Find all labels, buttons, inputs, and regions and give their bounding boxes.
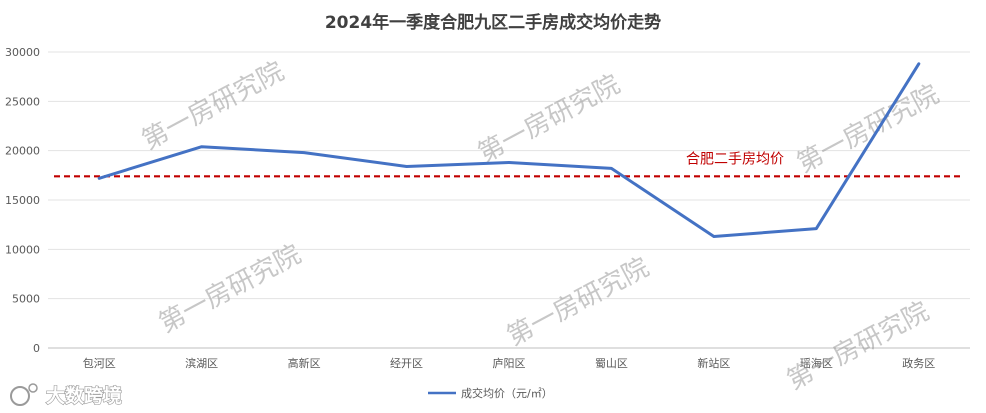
data-point xyxy=(405,165,408,168)
watermark: 第一房研究院 xyxy=(137,56,289,156)
legend: 成交均价（元/㎡） xyxy=(428,386,553,400)
x-tick-label: 蜀山区 xyxy=(595,357,628,370)
x-tick-label: 高新区 xyxy=(288,356,321,370)
watermark: 第一房研究院 xyxy=(502,252,654,352)
series-layer xyxy=(97,62,921,238)
y-tick-label: 20000 xyxy=(5,145,40,158)
y-tick-label: 30000 xyxy=(5,46,40,59)
watermark: 第一房研究院 xyxy=(473,69,625,169)
logo: 大数跨境 xyxy=(10,383,123,408)
x-tick-label: 政务区 xyxy=(902,356,935,370)
logo-icon xyxy=(10,383,38,406)
y-tick-label: 0 xyxy=(33,342,40,355)
data-point xyxy=(507,161,511,164)
data-point xyxy=(712,235,716,238)
y-tick-label: 5000 xyxy=(12,293,40,306)
x-tick-label: 滨湖区 xyxy=(185,356,218,370)
x-tick-label: 新站区 xyxy=(697,356,730,370)
reference-line-label: 合肥二手房均价 xyxy=(686,151,784,167)
watermark: 第一房研究院 xyxy=(792,79,944,179)
x-tick-label: 庐阳区 xyxy=(493,356,526,370)
logo-text: 大数跨境 xyxy=(46,384,122,407)
data-point xyxy=(815,227,818,230)
data-point xyxy=(200,145,203,148)
y-axis-ticks: 0 5000 10000 15000 20000 25000 30000 xyxy=(5,46,40,355)
data-point xyxy=(917,62,920,66)
grid-lines xyxy=(48,51,970,349)
legend-label: 成交均价（元/㎡） xyxy=(461,386,553,400)
reference-line-group: 合肥二手房均价 xyxy=(54,151,962,178)
y-tick-label: 15000 xyxy=(5,194,40,207)
y-tick-label: 25000 xyxy=(5,95,40,108)
y-tick-label: 10000 xyxy=(5,243,40,256)
x-axis-ticks: 包河区 滨湖区 高新区 经开区 庐阳区 蜀山区 新站区 瑶海区 政务区 xyxy=(83,356,936,370)
x-tick-label: 经开区 xyxy=(390,357,423,370)
chart-title: 2024年一季度合肥九区二手房成交均价走势 xyxy=(325,12,661,33)
data-point xyxy=(98,177,101,180)
data-point xyxy=(610,167,613,170)
x-tick-label: 包河区 xyxy=(83,357,116,370)
data-point xyxy=(302,151,306,154)
x-tick-label: 瑶海区 xyxy=(800,356,833,370)
watermark: 第一房研究院 xyxy=(782,296,934,396)
watermark: 第一房研究院 xyxy=(154,239,306,339)
